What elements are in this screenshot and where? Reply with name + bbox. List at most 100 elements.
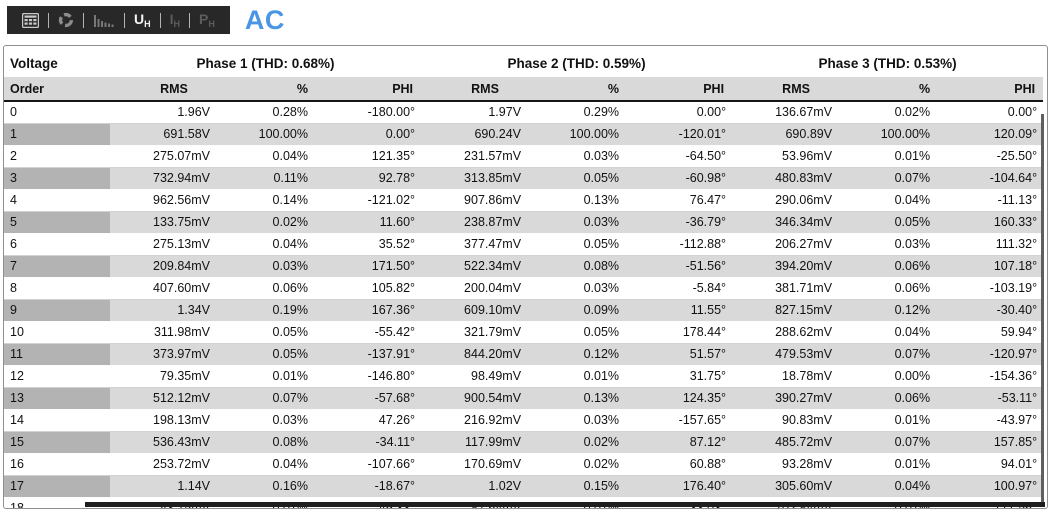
p1-rms-cell: 512.12mV bbox=[110, 387, 238, 410]
p2-pct-cell: 0.03% bbox=[549, 277, 638, 300]
p2-pct-cell: 0.15% bbox=[549, 475, 638, 498]
p2-rms-cell: 216.92mV bbox=[421, 409, 550, 432]
p3-phi-cell: 0.00° bbox=[948, 101, 1044, 124]
p3-rms-cell: 53.96mV bbox=[732, 145, 861, 168]
p1-phi-cell: -57.68° bbox=[326, 387, 422, 410]
p3-rms-cell: 394.20mV bbox=[732, 255, 861, 278]
p1-pct-cell: 100.00% bbox=[238, 123, 326, 146]
group-header-row: Voltage Phase 1 (THD: 0.68%) Phase 2 (TH… bbox=[4, 49, 1044, 77]
p2-rms-cell: 844.20mV bbox=[421, 343, 550, 366]
vertical-scrollbar[interactable] bbox=[1041, 114, 1044, 502]
p3-phi-cell: 59.94° bbox=[948, 321, 1044, 344]
order-cell: 4 bbox=[4, 189, 110, 212]
toolbar-separator bbox=[159, 12, 161, 28]
percent-column-header: % bbox=[549, 77, 638, 102]
p1-phi-cell: -121.02° bbox=[326, 189, 422, 212]
toolbar: UH IH PH AC bbox=[7, 6, 285, 34]
table-row: 15 536.43mV 0.08% -34.11° 117.99mV 0.02% 87.12… bbox=[4, 431, 1044, 454]
p3-phi-cell: 100.97° bbox=[948, 475, 1044, 498]
toolbar-button-bar: UH IH PH bbox=[7, 6, 230, 34]
p3-pct-cell: 0.05% bbox=[860, 211, 949, 234]
order-cell: 3 bbox=[4, 167, 110, 190]
p1-rms-cell: 209.84mV bbox=[110, 255, 238, 278]
p3-rms-cell: 93.28mV bbox=[732, 453, 861, 476]
p3-pct-cell: 0.01% bbox=[860, 145, 949, 168]
order-cell: 13 bbox=[4, 387, 110, 410]
p2-phi-cell: 176.40° bbox=[637, 475, 733, 498]
order-cell: 6 bbox=[4, 233, 110, 256]
p3-pct-cell: 0.01% bbox=[860, 453, 949, 476]
p2-phi-cell: -157.65° bbox=[637, 409, 733, 432]
p3-phi-cell: -53.11° bbox=[948, 387, 1044, 410]
p2-phi-cell: 76.47° bbox=[637, 189, 733, 212]
p1-phi-cell: 92.78° bbox=[326, 167, 422, 190]
rms-column-header: RMS bbox=[421, 77, 550, 102]
p3-rms-cell: 288.62mV bbox=[732, 321, 861, 344]
p2-rms-cell: 690.24V bbox=[421, 123, 550, 146]
order-cell: 15 bbox=[4, 431, 110, 454]
p3-rms-cell: 290.06mV bbox=[732, 189, 861, 212]
p3-rms-cell: 485.72mV bbox=[732, 431, 861, 454]
p2-pct-cell: 0.13% bbox=[549, 189, 638, 212]
p1-pct-cell: 0.04% bbox=[238, 453, 326, 476]
p2-rms-cell: 1.02V bbox=[421, 475, 550, 498]
p3-phi-cell: -120.97° bbox=[948, 343, 1044, 366]
p3-phi-cell: -30.40° bbox=[948, 299, 1044, 322]
p2-pct-cell: 0.09% bbox=[549, 299, 638, 322]
voltage-harmonics-tab[interactable]: UH bbox=[134, 10, 151, 29]
p2-phi-cell: -112.88° bbox=[637, 233, 733, 256]
spectrum-view-button[interactable] bbox=[84, 6, 124, 34]
p3-phi-cell: 157.85° bbox=[948, 431, 1044, 454]
order-cell: 17 bbox=[4, 475, 110, 498]
p3-phi-cell: -154.36° bbox=[948, 365, 1044, 388]
p1-pct-cell: 0.05% bbox=[238, 343, 326, 366]
p3-rms-cell: 136.67mV bbox=[732, 101, 861, 124]
p2-phi-cell: 178.44° bbox=[637, 321, 733, 344]
p3-rms-cell: 206.27mV bbox=[732, 233, 861, 256]
p2-phi-cell: -5.84° bbox=[637, 277, 733, 300]
p1-phi-cell: -107.66° bbox=[326, 453, 422, 476]
order-cell: 11 bbox=[4, 343, 110, 366]
refresh-button[interactable] bbox=[49, 6, 83, 34]
p2-pct-cell: 0.05% bbox=[549, 233, 638, 256]
p2-rms-cell: 231.57mV bbox=[421, 145, 550, 168]
power-harmonics-tab[interactable]: PH bbox=[199, 10, 215, 29]
p3-phi-cell: 160.33° bbox=[948, 211, 1044, 234]
p3-pct-cell: 0.02% bbox=[860, 101, 949, 124]
p3-rms-cell: 390.27mV bbox=[732, 387, 861, 410]
p3-rms-cell: 827.15mV bbox=[732, 299, 861, 322]
table-row: 3 732.94mV 0.11% 92.78° 313.85mV 0.05% -60.98°… bbox=[4, 167, 1044, 190]
p1-rms-cell: 536.43mV bbox=[110, 431, 238, 454]
p1-rms-cell: 198.13mV bbox=[110, 409, 238, 432]
voltage-header: Voltage bbox=[4, 49, 110, 77]
p2-rms-cell: 170.69mV bbox=[421, 453, 550, 476]
p2-rms-cell: 1.97V bbox=[421, 101, 550, 124]
p3-pct-cell: 0.12% bbox=[860, 299, 949, 322]
p3-pct-cell: 0.07% bbox=[860, 431, 949, 454]
current-harmonics-tab[interactable]: IH bbox=[169, 10, 181, 29]
p2-phi-cell: 0.00° bbox=[637, 101, 733, 124]
harmonics-table-panel: Voltage Phase 1 (THD: 0.68%) Phase 2 (TH… bbox=[3, 45, 1048, 509]
p1-phi-cell: -137.91° bbox=[326, 343, 422, 366]
table-row: 7 209.84mV 0.03% 171.50° 522.34mV 0.08% -51.56… bbox=[4, 255, 1044, 278]
table-row: 2 275.07mV 0.04% 121.35° 231.57mV 0.03% -64.50… bbox=[4, 145, 1044, 168]
p2-rms-cell: 377.47mV bbox=[421, 233, 550, 256]
p1-pct-cell: 0.05% bbox=[238, 321, 326, 344]
p1-rms-cell: 691.58V bbox=[110, 123, 238, 146]
table-row: 8 407.60mV 0.06% 105.82° 200.04mV 0.03% -5.84°… bbox=[4, 277, 1044, 300]
p1-rms-cell: 1.34V bbox=[110, 299, 238, 322]
p1-rms-cell: 133.75mV bbox=[110, 211, 238, 234]
p1-rms-cell: 253.72mV bbox=[110, 453, 238, 476]
p3-rms-cell: 381.71mV bbox=[732, 277, 861, 300]
p3-pct-cell: 0.07% bbox=[860, 167, 949, 190]
harmonics-table-button[interactable] bbox=[13, 6, 48, 34]
horizontal-scrollbar[interactable] bbox=[85, 502, 1045, 507]
p2-rms-cell: 609.10mV bbox=[421, 299, 550, 322]
p1-rms-cell: 407.60mV bbox=[110, 277, 238, 300]
p3-rms-cell: 690.89V bbox=[732, 123, 861, 146]
p1-rms-cell: 962.56mV bbox=[110, 189, 238, 212]
p1-pct-cell: 0.02% bbox=[238, 211, 326, 234]
p1-phi-cell: 35.52° bbox=[326, 233, 422, 256]
p3-phi-cell: -104.64° bbox=[948, 167, 1044, 190]
table-row: 4 962.56mV 0.14% -121.02° 907.86mV 0.13% 76.47… bbox=[4, 189, 1044, 212]
